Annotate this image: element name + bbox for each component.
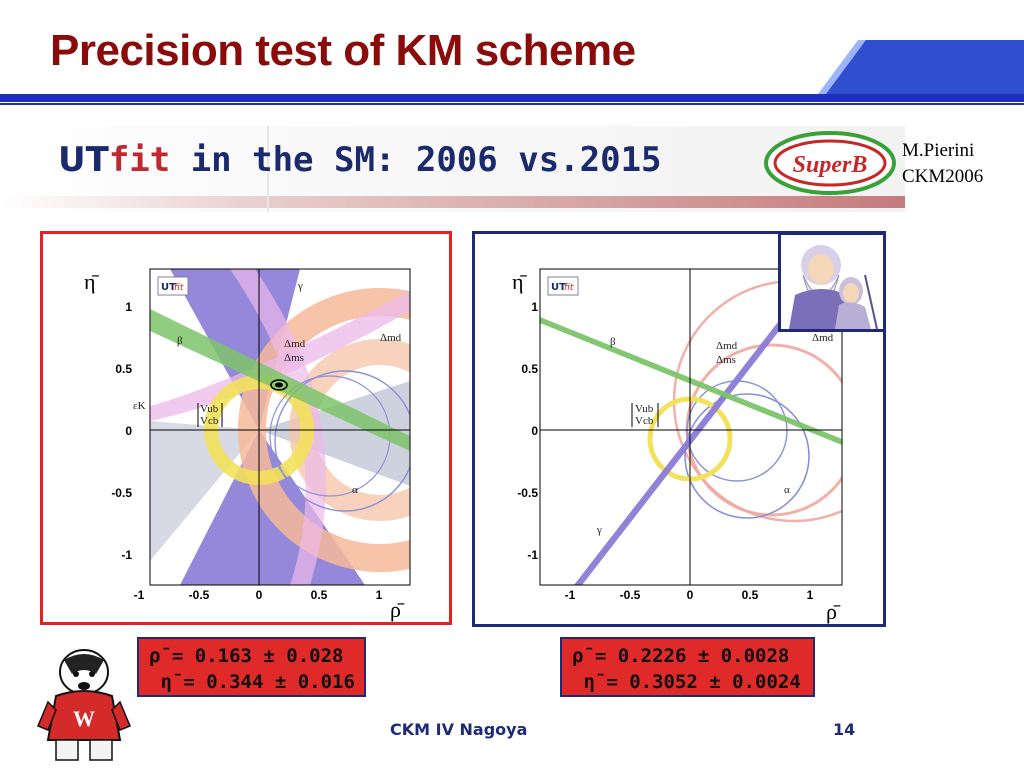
plot-2015-label-vub: Vub — [635, 403, 654, 415]
plot-2006-ytick-m05: -0.5 — [111, 486, 132, 500]
result-2006: ρ̄ = 0.163 ± 0.028 η̄ = 0.344 ± 0.016 — [137, 637, 366, 697]
footer-page-number: 14 — [833, 720, 856, 739]
plot-2015-ytick-m1: -1 — [527, 548, 538, 562]
plot-2006-y-ticks: 1 0.5 0 -0.5 -1 — [111, 300, 132, 562]
credit-author: M.Pierini — [902, 140, 975, 161]
plot-2006-logo-fit: fit — [174, 283, 184, 293]
svg-text:W: W — [73, 706, 95, 731]
banner-ut: UT — [58, 140, 109, 180]
plot-2015-label-alpha: α — [784, 484, 790, 496]
plot-2015-ytick-05: 0.5 — [521, 362, 538, 376]
plot-2015-logo-ut: UT — [551, 282, 566, 293]
result-2006-eta: η̄ = 0.344 ± 0.016 — [149, 671, 355, 693]
plot-2015-label-beta: β — [610, 336, 616, 348]
plot-2015-xtick-1: 1 — [807, 588, 814, 602]
plot-2015-label-dmd: Δmd — [812, 332, 834, 344]
plot-2015-xtick-m05: -0.5 — [620, 588, 641, 602]
plot-2006-label-vub: Vub — [200, 403, 219, 415]
plot-2015-logo-fit: fit — [564, 283, 574, 293]
plot-2006-xtick-1: 1 — [376, 588, 383, 602]
plot-2006-logo-ut: UT — [161, 282, 176, 293]
result-2015: ρ̄ = 0.2226 ± 0.0028 η̄ = 0.3052 ± 0.002… — [560, 637, 815, 697]
plot-2006-label-beta: β — [177, 335, 183, 347]
banner-fit: fit — [108, 140, 171, 180]
plot-2006-xtick-05: 0.5 — [311, 588, 328, 602]
banner-rest: in the SM: 2006 vs.2015 — [170, 140, 662, 180]
plot-2006-label-vcb: Vcb — [200, 415, 219, 427]
plot-2015-x-ticks: -1 -0.5 0 0.5 1 — [565, 588, 814, 602]
footer-venue: CKM IV Nagoya — [390, 720, 528, 739]
plot-2006-y-title: η̄ — [84, 269, 100, 294]
portrait-drawing — [781, 235, 883, 330]
badger-mascot: W — [37, 649, 131, 761]
plot-2006-x-title: ρ̄ — [390, 597, 405, 622]
plot-2006-x-ticks: -1 -0.5 0 0.5 1 — [134, 588, 383, 602]
credit: M.Pierini CKM2006 — [902, 138, 983, 190]
portrait-image — [778, 232, 886, 332]
plot-2015-y-ticks: 1 0.5 0 -0.5 -1 — [517, 300, 538, 562]
plot-2015-label-gamma: γ — [596, 524, 602, 536]
superb-logo: SuperB — [764, 131, 896, 195]
result-2015-eta: η̄ = 0.3052 ± 0.0024 — [572, 671, 801, 693]
plot-2006-label-epsk: εK — [133, 400, 146, 412]
plot-2015-label-dms-den: Δms — [716, 354, 736, 366]
plot-2006-ytick-1: 1 — [125, 300, 132, 314]
plot-2015-xtick-05: 0.5 — [742, 588, 759, 602]
superb-logo-text: SuperB — [793, 152, 868, 178]
plot-2015-x-title: ρ̄ — [826, 599, 841, 624]
plot-2006-label-gamma: γ — [297, 280, 303, 292]
plot-2006-label-dmd-num: Δmd — [284, 338, 306, 350]
plot-2015-ytick-m05: -0.5 — [517, 486, 538, 500]
plot-2015-ytick-0: 0 — [531, 424, 538, 438]
plot-2006-ytick-m1: -1 — [121, 548, 132, 562]
plot-2015-ytick-1: 1 — [531, 300, 538, 314]
plot-2006-xtick-m1: -1 — [134, 588, 145, 602]
plot-2006-xtick-0: 0 — [256, 588, 263, 602]
header-decoration — [0, 40, 1024, 105]
plot-2006-ytick-05: 0.5 — [115, 362, 132, 376]
plot-2015-xtick-m1: -1 — [565, 588, 576, 602]
banner-background — [0, 126, 905, 212]
plot-2015-xtick-0: 0 — [687, 588, 694, 602]
plot-2006-label-dms-den: Δms — [284, 352, 304, 364]
plot-2015-label-dmd-num: Δmd — [716, 340, 738, 352]
plot-2006-label-dmd: Δmd — [380, 332, 402, 344]
plot-2006-label-alpha: α — [352, 484, 358, 496]
plot-2015-y-title: η̄ — [512, 269, 528, 294]
plot-2006-ytick-0: 0 — [125, 424, 132, 438]
banner-title: UTfit in the SM: 2006 vs.2015 — [58, 140, 662, 180]
plot-2006-xtick-m05: -0.5 — [189, 588, 210, 602]
plot-2006: UT fit γ β εK Δmd Δms Δmd Vub Vcb α 1 0.… — [84, 268, 411, 622]
result-2015-rho: ρ̄ = 0.2226 ± 0.0028 — [572, 645, 790, 667]
result-2006-rho: ρ̄ = 0.163 ± 0.028 — [149, 645, 344, 667]
plot-2015-label-vcb: Vcb — [635, 415, 654, 427]
slide-title: Precision test of KM scheme — [50, 26, 636, 75]
credit-event: CKM2006 — [902, 166, 984, 187]
